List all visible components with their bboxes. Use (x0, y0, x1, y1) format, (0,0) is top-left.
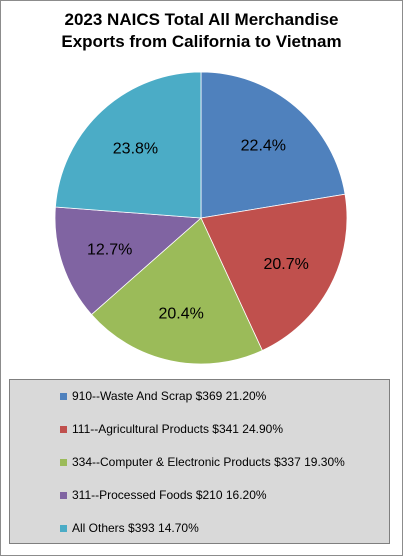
legend-label: 334--Computer & Electronic Products $337… (72, 455, 345, 469)
legend-swatch (60, 458, 67, 466)
legend-swatch (60, 425, 67, 433)
legend-swatch (60, 392, 67, 400)
pie-data-label-1: 22.4% (241, 138, 286, 155)
legend-label: All Others $393 14.70% (72, 521, 199, 535)
legend-label: 111--Agricultural Products $341 24.90% (72, 422, 284, 436)
legend-swatch (60, 491, 67, 499)
legend-label: 910--Waste And Scrap $369 21.20% (72, 389, 267, 403)
pie-data-label-5: 23.8% (113, 140, 158, 157)
pie-data-label-3: 20.4% (158, 305, 203, 322)
chart-title-line-1: 2023 NAICS Total All Merchandise (64, 10, 339, 29)
legend-item-2: 111--Agricultural Products $341 24.90% (60, 421, 283, 437)
pie-data-label-4: 12.7% (87, 242, 132, 259)
legend-item-5: All Others $393 14.70% (60, 520, 199, 536)
chart-title-line-2: Exports from California to Vietnam (61, 32, 342, 51)
pie-slice-4 (54, 206, 202, 316)
legend-item-4: 311--Processed Foods $210 16.20% (60, 487, 267, 503)
legend-label: 311--Processed Foods $210 16.20% (72, 488, 267, 502)
pie-slice-5 (54, 71, 202, 219)
chart-title: 2023 NAICS Total All Merchandise Exports… (0, 9, 403, 53)
legend-swatch (60, 524, 67, 532)
chart-legend: 910--Waste And Scrap $369 21.20% 111--Agr… (9, 379, 390, 544)
legend-item-1: 910--Waste And Scrap $369 21.20% (60, 388, 266, 404)
pie-chart: 22.4% 20.7% 20.4% 12.7% 23.8% (54, 71, 348, 365)
pie-slice-2 (200, 193, 348, 352)
legend-item-3: 334--Computer & Electronic Products $337… (60, 454, 345, 470)
pie-data-label-2: 20.7% (263, 256, 308, 273)
pie-slice-3 (90, 217, 263, 365)
pie-slice-1 (200, 71, 346, 219)
